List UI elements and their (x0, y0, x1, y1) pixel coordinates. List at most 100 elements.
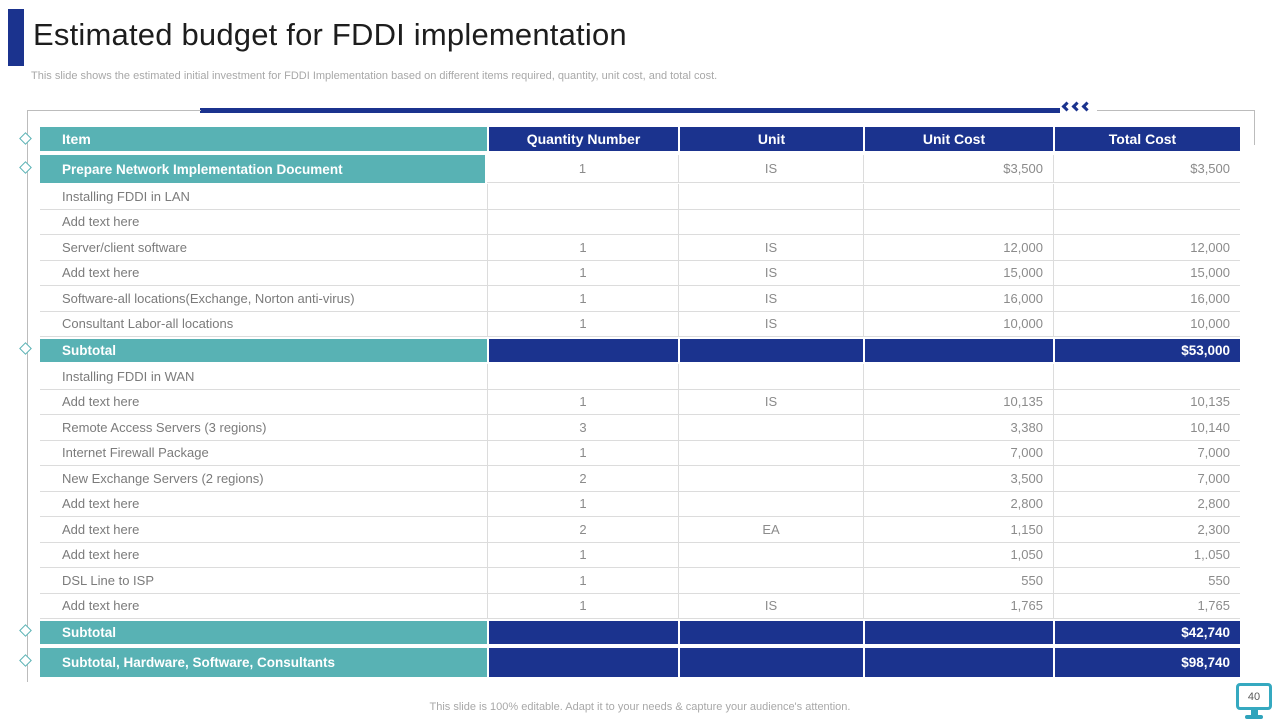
cell-unit: IS (678, 155, 863, 183)
cell-total-cost (1053, 184, 1240, 210)
table-row: Subtotal $42,740 (40, 619, 1240, 646)
table-row: Add text here (40, 209, 1240, 235)
diamond-marker-icon (19, 624, 32, 637)
cell-item: Subtotal (40, 339, 487, 362)
cell-item: Add text here (40, 517, 487, 543)
cell-item: Subtotal (40, 621, 487, 644)
cell-unit (678, 364, 863, 390)
cell-quantity: 1 (487, 286, 678, 312)
diamond-marker-icon (19, 654, 32, 667)
cell-total-cost: 7,000 (1053, 440, 1240, 466)
cell-item: Add text here (40, 491, 487, 517)
blue-divider-rule (200, 108, 1060, 113)
cell-total-cost: 10,140 (1053, 415, 1240, 441)
cell-unit (678, 466, 863, 492)
cell-unit: IS (678, 286, 863, 312)
cell-unit-cost: 1,765 (863, 593, 1053, 619)
cell-unit: IS (678, 311, 863, 337)
table-header-row: Item Quantity Number Unit Unit Cost Tota… (40, 127, 1240, 153)
cell-unit-cost: 1,050 (863, 542, 1053, 568)
left-guide-line (27, 110, 28, 682)
cell-unit-cost: 15,000 (863, 260, 1053, 286)
footer-note: This slide is 100% editable. Adapt it to… (429, 701, 851, 713)
cell-unit-cost (863, 364, 1053, 390)
chevron-left-icon (1071, 101, 1082, 112)
page-number-monitor-icon: 40 (1233, 683, 1275, 719)
column-header-item: Item (40, 127, 487, 151)
cell-unit-cost: 550 (863, 568, 1053, 594)
cell-item: Internet Firewall Package (40, 440, 487, 466)
cell-item: Add text here (40, 542, 487, 568)
table-row: Remote Access Servers (3 regions) 3 3,380 1… (40, 415, 1240, 441)
cell-unit-cost: 2,800 (863, 491, 1053, 517)
table-row: DSL Line to ISP 1 550 550 (40, 568, 1240, 594)
cell-total-cost: 1,765 (1053, 593, 1240, 619)
cell-unit: IS (678, 235, 863, 261)
cell-unit (678, 209, 863, 235)
cell-item: Remote Access Servers (3 regions) (40, 415, 487, 441)
cell-unit-cost (863, 209, 1053, 235)
cell-unit (678, 415, 863, 441)
title-accent-bar (8, 9, 24, 66)
cell-unit (678, 542, 863, 568)
cell-total-cost: 16,000 (1053, 286, 1240, 312)
table-row: Add text here 1 2,800 2,800 (40, 491, 1240, 517)
table-row: Prepare Network Implementation Document 1… (40, 153, 1240, 184)
cell-item: Server/client software (40, 235, 487, 261)
column-header-unit: Unit (678, 127, 863, 151)
cell-quantity: 3 (487, 415, 678, 441)
table-row: Server/client software 1 IS 12,000 12,000 (40, 235, 1240, 261)
cell-unit-cost (863, 621, 1053, 644)
cell-unit-cost: 16,000 (863, 286, 1053, 312)
cell-quantity: 1 (487, 260, 678, 286)
monitor-screen: 40 (1236, 683, 1272, 710)
cell-quantity (487, 621, 678, 644)
cell-total-cost: 7,000 (1053, 466, 1240, 492)
cell-quantity: 1 (487, 389, 678, 415)
cell-unit-cost: 3,500 (863, 466, 1053, 492)
cell-item: Prepare Network Implementation Document (40, 155, 487, 183)
budget-table: Item Quantity Number Unit Unit Cost Tota… (40, 127, 1240, 679)
cell-total-cost: 10,000 (1053, 311, 1240, 337)
cell-item: DSL Line to ISP (40, 568, 487, 594)
monitor-base (1245, 715, 1263, 719)
cell-unit-cost (863, 648, 1053, 677)
table-row: Software-all locations(Exchange, Norton … (40, 286, 1240, 312)
table-row: Add text here 1 IS 10,135 10,135 (40, 389, 1240, 415)
cell-quantity (487, 339, 678, 362)
cell-unit: IS (678, 389, 863, 415)
table-row: Subtotal $53,000 (40, 337, 1240, 364)
cell-unit (678, 491, 863, 517)
cell-unit (678, 184, 863, 210)
gray-rule-right (1097, 110, 1255, 111)
cell-quantity (487, 364, 678, 390)
table-row: Add text here 1 1,050 1,.050 (40, 542, 1240, 568)
diamond-marker-icon (19, 161, 32, 174)
cell-quantity: 2 (487, 466, 678, 492)
table-row: Add text here 1 IS 15,000 15,000 (40, 260, 1240, 286)
cell-quantity: 1 (487, 235, 678, 261)
cell-item: Consultant Labor-all locations (40, 311, 487, 337)
cell-total-cost: 2,300 (1053, 517, 1240, 543)
cell-item: Add text here (40, 209, 487, 235)
cell-unit-cost: 10,135 (863, 389, 1053, 415)
page-subtitle: This slide shows the estimated initial i… (31, 70, 718, 82)
cell-total-cost: 550 (1053, 568, 1240, 594)
table-row: New Exchange Servers (2 regions) 2 3,500 7,… (40, 466, 1240, 492)
cell-unit (678, 339, 863, 362)
cell-unit: IS (678, 260, 863, 286)
cell-quantity: 1 (487, 155, 678, 183)
cell-quantity: 1 (487, 440, 678, 466)
cell-item: Installing FDDI in WAN (40, 364, 487, 390)
cell-unit-cost: 10,000 (863, 311, 1053, 337)
diamond-marker-icon (19, 342, 32, 355)
cell-item: Add text here (40, 389, 487, 415)
cell-total-cost: 2,800 (1053, 491, 1240, 517)
cell-total-cost (1053, 209, 1240, 235)
cell-item: Add text here (40, 593, 487, 619)
table-row: Subtotal, Hardware, Software, Consultant… (40, 646, 1240, 679)
table-row: Add text here 2 EA 1,150 2,300 (40, 517, 1240, 543)
table-row: Installing FDDI in LAN (40, 184, 1240, 210)
cell-quantity (487, 209, 678, 235)
